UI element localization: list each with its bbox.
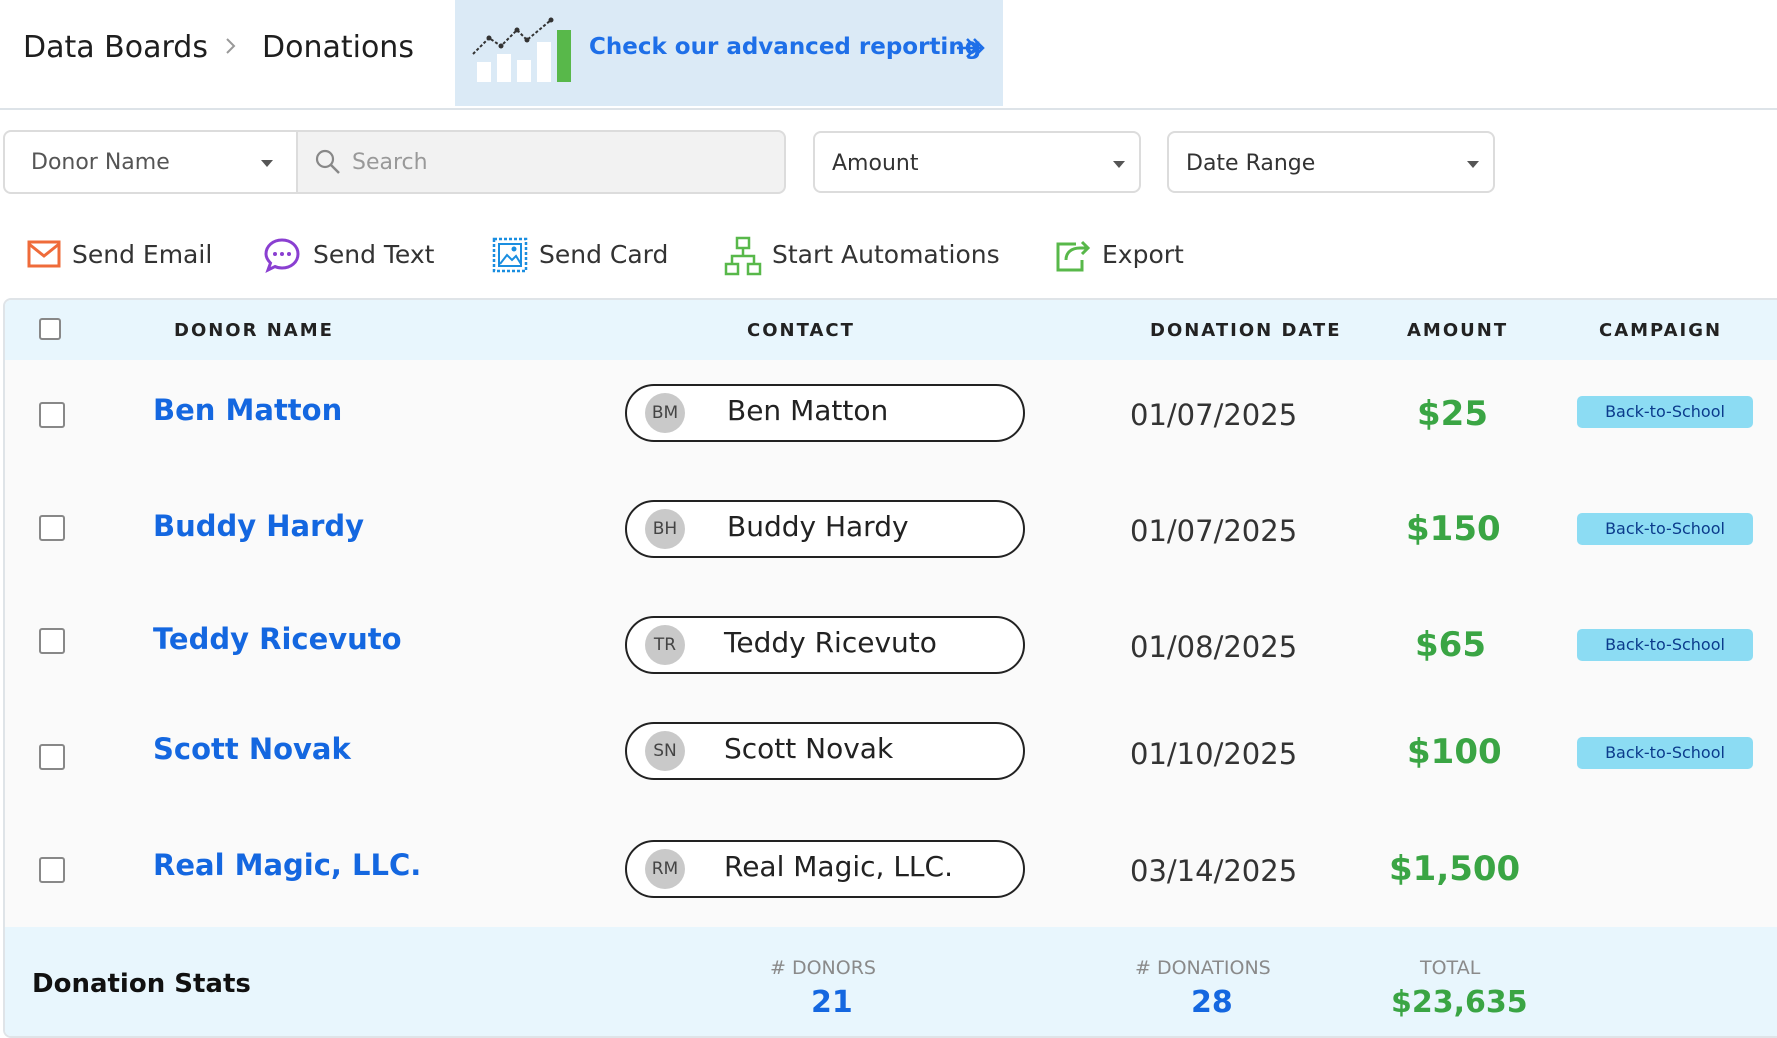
breadcrumb-current: Donations bbox=[262, 30, 414, 65]
chart-icon bbox=[471, 16, 575, 86]
donation-date: 01/07/2025 bbox=[1130, 514, 1298, 548]
donor-name-select-label: Donor Name bbox=[31, 150, 170, 175]
column-header-campaign[interactable]: CAMPAIGN bbox=[1599, 320, 1723, 341]
chevron-right-icon bbox=[224, 36, 248, 60]
avatar: BH bbox=[645, 509, 685, 549]
donation-stats: Donation Stats # DONORS 21 # DONATIONS 2… bbox=[5, 927, 1777, 1036]
column-header-contact[interactable]: CONTACT bbox=[747, 320, 855, 341]
donation-amount: $65 bbox=[1415, 625, 1486, 665]
row-checkbox[interactable] bbox=[39, 515, 65, 541]
donations-count-label: # DONATIONS bbox=[1135, 957, 1271, 979]
campaign-badge[interactable]: Back-to-School bbox=[1577, 513, 1753, 545]
total-amount-label: TOTAL bbox=[1420, 957, 1481, 979]
contact-name: Scott Novak bbox=[724, 732, 894, 765]
start-automations-label: Start Automations bbox=[772, 240, 1000, 269]
row-checkbox[interactable] bbox=[39, 744, 65, 770]
advanced-reporting-banner[interactable]: Check our advanced reporting bbox=[455, 0, 1003, 106]
table-row[interactable]: Teddy Ricevuto TR Teddy Ricevuto 01/08/2… bbox=[5, 588, 1777, 704]
caret-down-icon bbox=[1467, 161, 1479, 168]
donor-name-link[interactable]: Ben Matton bbox=[153, 393, 343, 427]
row-checkbox[interactable] bbox=[39, 857, 65, 883]
caret-down-icon bbox=[261, 160, 273, 167]
donation-amount: $100 bbox=[1407, 732, 1502, 772]
send-email-label: Send Email bbox=[72, 240, 213, 269]
top-bar: Data Boards Donations Check our advanced… bbox=[0, 0, 1777, 110]
donation-amount: $25 bbox=[1417, 394, 1488, 434]
donors-count-label: # DONORS bbox=[770, 957, 876, 979]
donor-name-link[interactable]: Teddy Ricevuto bbox=[153, 622, 402, 656]
donations-count: 28 bbox=[1191, 985, 1233, 1020]
search-icon bbox=[314, 148, 342, 182]
avatar: SN bbox=[645, 731, 685, 771]
card-icon bbox=[491, 236, 529, 280]
contact-name: Ben Matton bbox=[727, 394, 889, 427]
avatar: RM bbox=[645, 849, 685, 889]
email-icon bbox=[26, 236, 62, 278]
table-row[interactable]: Buddy Hardy BH Buddy Hardy 01/07/2025 $1… bbox=[5, 475, 1777, 590]
contact-pill[interactable]: SN Scott Novak bbox=[625, 722, 1025, 780]
donor-name-link[interactable]: Scott Novak bbox=[153, 732, 351, 766]
donation-date: 01/07/2025 bbox=[1130, 398, 1298, 432]
campaign-badge[interactable]: Back-to-School bbox=[1577, 737, 1753, 769]
contact-pill[interactable]: RM Real Magic, LLC. bbox=[625, 840, 1025, 898]
donations-table: DONOR NAME CONTACT DONATION DATE AMOUNT … bbox=[3, 298, 1777, 1038]
donation-date: 01/10/2025 bbox=[1130, 737, 1298, 771]
donation-amount: $1,500 bbox=[1389, 849, 1521, 889]
search-input[interactable]: Search bbox=[296, 130, 786, 194]
table-header: DONOR NAME CONTACT DONATION DATE AMOUNT … bbox=[5, 300, 1777, 362]
export-button[interactable]: Export bbox=[1054, 236, 1184, 276]
row-checkbox[interactable] bbox=[39, 402, 65, 428]
amount-select-label: Amount bbox=[832, 151, 919, 176]
campaign-badge[interactable]: Back-to-School bbox=[1577, 629, 1753, 661]
table-row[interactable]: Real Magic, LLC. RM Real Magic, LLC. 03/… bbox=[5, 815, 1777, 927]
donor-name-link[interactable]: Buddy Hardy bbox=[153, 509, 365, 543]
contact-pill[interactable]: TR Teddy Ricevuto bbox=[625, 616, 1025, 674]
donors-count: 21 bbox=[811, 985, 853, 1020]
breadcrumb-root[interactable]: Data Boards bbox=[23, 30, 208, 65]
donation-amount: $150 bbox=[1406, 509, 1501, 549]
contact-pill[interactable]: BH Buddy Hardy bbox=[625, 500, 1025, 558]
column-header-amount[interactable]: AMOUNT bbox=[1407, 320, 1509, 341]
total-amount: $23,635 bbox=[1391, 985, 1528, 1020]
avatar: BM bbox=[645, 393, 685, 433]
table-row[interactable]: Ben Matton BM Ben Matton 01/07/2025 $25 … bbox=[5, 360, 1777, 477]
avatar: TR bbox=[645, 625, 685, 665]
caret-down-icon bbox=[1113, 161, 1125, 168]
search-placeholder: Search bbox=[352, 150, 428, 175]
double-arrow-right-icon bbox=[955, 36, 985, 64]
contact-name: Teddy Ricevuto bbox=[724, 626, 937, 659]
donor-name-select[interactable]: Donor Name bbox=[3, 130, 299, 194]
donation-date: 03/14/2025 bbox=[1130, 854, 1298, 888]
automation-icon bbox=[724, 236, 762, 282]
amount-select[interactable]: Amount bbox=[813, 131, 1141, 193]
send-text-label: Send Text bbox=[313, 240, 435, 269]
start-automations-button[interactable]: Start Automations bbox=[724, 236, 1000, 276]
send-card-button[interactable]: Send Card bbox=[491, 236, 669, 276]
advanced-reporting-link[interactable]: Check our advanced reporting bbox=[589, 34, 982, 60]
send-card-label: Send Card bbox=[539, 240, 669, 269]
chat-icon bbox=[263, 236, 301, 280]
table-row[interactable]: Scott Novak SN Scott Novak 01/10/2025 $1… bbox=[5, 702, 1777, 817]
date-range-select-label: Date Range bbox=[1186, 151, 1316, 176]
select-all-checkbox[interactable] bbox=[39, 318, 61, 340]
contact-name: Real Magic, LLC. bbox=[724, 850, 953, 883]
campaign-badge[interactable]: Back-to-School bbox=[1577, 396, 1753, 428]
donation-date: 01/08/2025 bbox=[1130, 630, 1298, 664]
contact-name: Buddy Hardy bbox=[727, 510, 909, 543]
send-email-button[interactable]: Send Email bbox=[26, 236, 212, 276]
donation-stats-title: Donation Stats bbox=[32, 969, 251, 999]
export-label: Export bbox=[1102, 240, 1184, 269]
export-icon bbox=[1054, 236, 1092, 280]
column-header-donation-date[interactable]: DONATION DATE bbox=[1150, 320, 1342, 341]
date-range-select[interactable]: Date Range bbox=[1167, 131, 1495, 193]
column-header-donor-name[interactable]: DONOR NAME bbox=[174, 320, 334, 341]
contact-pill[interactable]: BM Ben Matton bbox=[625, 384, 1025, 442]
send-text-button[interactable]: Send Text bbox=[263, 236, 437, 276]
row-checkbox[interactable] bbox=[39, 628, 65, 654]
donor-name-link[interactable]: Real Magic, LLC. bbox=[153, 848, 422, 882]
